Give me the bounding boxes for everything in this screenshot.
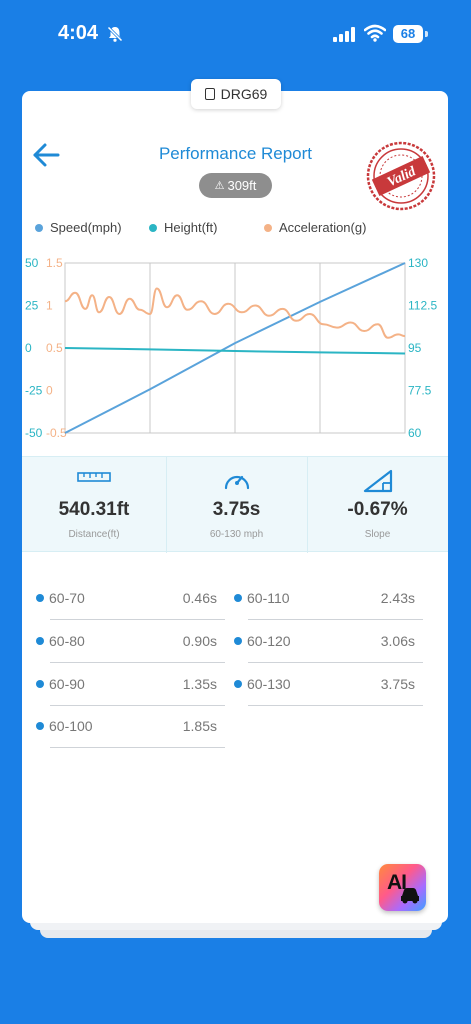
split-time: 3.06s — [380, 633, 415, 649]
split-time: 0.46s — [182, 590, 217, 606]
stat-value: 540.31ft — [58, 499, 130, 520]
ruler-icon — [77, 472, 111, 482]
split-item: 60-70 0.46s — [36, 578, 225, 620]
cellular-signal-icon — [333, 27, 355, 42]
split-range: 60-110 — [247, 590, 290, 606]
stat-label: Slope — [364, 529, 391, 540]
status-time: 4:04 — [58, 22, 99, 44]
right-tick-label: 60 — [408, 426, 422, 440]
split-item: 60-90 1.35s — [36, 664, 225, 706]
slope-icon — [363, 469, 392, 493]
split-dot — [36, 594, 44, 602]
stat-divider — [307, 457, 308, 553]
split-range: 60-80 — [49, 633, 85, 649]
left-tick-label: 25 — [25, 299, 39, 313]
split-range: 60-70 — [49, 590, 85, 606]
right-tick-label: 130 — [408, 256, 428, 270]
battery-indicator: 68 — [393, 25, 423, 43]
right-tick-label: 95 — [408, 341, 422, 355]
split-dot — [234, 637, 242, 645]
legend-dot — [35, 223, 43, 232]
distance-badge: ⚠ 309ft — [199, 173, 272, 198]
left2-tick-label: 1 — [46, 299, 53, 313]
split-time: 1.35s — [182, 676, 217, 692]
legend-label: Height(ft) — [164, 220, 218, 235]
ai-assistant-button[interactable]: AI — [379, 864, 426, 911]
split-range: 60-130 — [247, 676, 291, 692]
device-icon — [204, 88, 215, 100]
split-range: 60-120 — [247, 633, 291, 649]
split-item: 60-110 2.43s — [234, 578, 423, 620]
legend-item-height[interactable]: Height(ft) — [149, 220, 217, 235]
acceleration-series-line — [64, 287, 406, 339]
split-dot — [36, 722, 44, 730]
distance-badge-value: 309ft — [227, 178, 257, 193]
left-tick-label: -25 — [25, 384, 43, 398]
device-name: DRG69 — [220, 86, 268, 102]
warning-icon: ⚠ — [214, 180, 225, 192]
stat-time: 3.75s 60-130 mph — [166, 457, 307, 553]
split-divider — [50, 662, 225, 663]
battery-tip — [425, 31, 428, 37]
stat-distance: 540.31ft Distance(ft) — [22, 457, 166, 553]
speed-series-line — [64, 262, 406, 434]
wifi-icon — [364, 24, 386, 42]
left-tick-label: -50 — [25, 426, 43, 440]
left2-tick-label: 0 — [46, 384, 53, 398]
split-divider — [248, 705, 423, 706]
split-time: 2.43s — [380, 590, 415, 606]
stat-divider — [166, 457, 167, 553]
legend-dot — [149, 223, 157, 232]
left2-tick-label: -0.5 — [46, 426, 67, 440]
split-time: 3.75s — [380, 676, 415, 692]
split-divider — [248, 619, 423, 620]
split-dot — [36, 637, 44, 645]
ai-label: AI — [387, 871, 407, 894]
split-dot — [234, 680, 242, 688]
split-divider — [248, 662, 423, 663]
stat-value: 3.75s — [212, 499, 261, 520]
legend-item-acceleration[interactable]: Acceleration(g) — [264, 220, 366, 235]
status-bar: 4:04 68 — [0, 0, 471, 70]
split-time: 1.85s — [182, 718, 217, 734]
back-arrow-icon[interactable] — [32, 142, 60, 168]
split-item: 60-130 3.75s — [234, 664, 423, 706]
split-range: 60-90 — [49, 676, 85, 692]
height-series-line — [64, 347, 406, 355]
bell-muted-icon — [107, 26, 123, 42]
right-tick-label: 77.5 — [408, 384, 432, 398]
left-tick-label: 50 — [25, 256, 39, 270]
right-tick-label: 112.5 — [408, 299, 437, 313]
legend-dot — [264, 223, 272, 232]
split-dot — [36, 680, 44, 688]
legend-item-speed[interactable]: Speed(mph) — [35, 220, 122, 235]
stat-label: Distance(ft) — [68, 529, 120, 540]
page-title: Performance Report — [158, 144, 313, 163]
split-time: 0.90s — [182, 633, 217, 649]
split-divider — [50, 705, 225, 706]
split-divider — [50, 619, 225, 620]
valid-stamp: Valid — [366, 141, 436, 211]
legend-label: Acceleration(g) — [279, 220, 367, 235]
left2-tick-label: 0.5 — [46, 341, 63, 355]
split-item: 60-100 1.85s — [36, 706, 225, 748]
left-tick-label: 0 — [25, 341, 32, 355]
split-item: 60-80 0.90s — [36, 621, 225, 663]
car-icon — [401, 888, 419, 904]
device-chip[interactable]: DRG69 — [191, 79, 281, 109]
stat-value: -0.67% — [347, 499, 408, 520]
speedometer-icon — [224, 475, 249, 490]
stat-slope: -0.67% Slope — [307, 457, 448, 553]
stats-panel: 540.31ft Distance(ft) 3.75s 60-130 mph -… — [22, 456, 448, 553]
legend-label: Speed(mph) — [50, 220, 122, 235]
stat-label: 60-130 mph — [209, 529, 264, 540]
split-divider — [50, 747, 225, 748]
split-item: 60-120 3.06s — [234, 621, 423, 663]
split-dot — [234, 594, 242, 602]
left2-tick-label: 1.5 — [46, 256, 63, 270]
split-range: 60-100 — [49, 718, 93, 734]
